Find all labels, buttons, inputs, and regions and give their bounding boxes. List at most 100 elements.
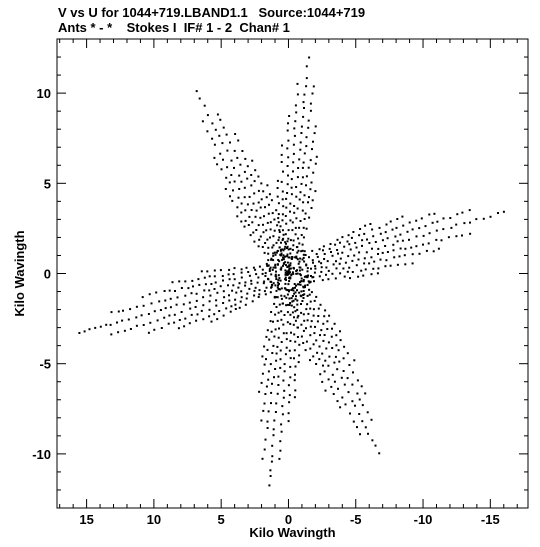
uv-point — [302, 297, 305, 299]
uv-point — [203, 276, 206, 279]
uv-point — [349, 277, 351, 280]
uv-point — [198, 283, 201, 286]
uv-point — [227, 273, 230, 276]
uv-point — [342, 357, 345, 360]
uv-point — [155, 291, 158, 294]
uv-point — [294, 104, 297, 107]
uv-point — [272, 235, 275, 238]
uv-point — [278, 303, 281, 306]
uv-point — [287, 122, 289, 125]
uv-point — [286, 129, 289, 132]
x-tick-label: -10 — [414, 512, 433, 527]
uv-point — [281, 229, 284, 232]
uv-point — [216, 163, 219, 166]
uv-point — [287, 273, 290, 275]
uv-point — [228, 268, 231, 271]
uv-point — [341, 251, 344, 254]
uv-point — [289, 313, 292, 316]
uv-point — [272, 244, 275, 247]
uv-point — [287, 269, 290, 272]
uv-point — [285, 296, 288, 299]
uv-point — [366, 411, 369, 414]
uv-point — [225, 176, 228, 179]
uv-point — [325, 347, 328, 350]
uv-point — [300, 280, 303, 283]
uv-point — [269, 236, 271, 239]
uv-point — [222, 158, 224, 161]
uv-point — [129, 308, 132, 311]
uv-point — [370, 418, 373, 421]
uv-point — [276, 281, 279, 284]
uv-point — [285, 206, 288, 209]
uv-point — [289, 322, 292, 325]
uv-point — [282, 258, 285, 261]
uv-point — [315, 155, 318, 158]
uv-point — [289, 202, 292, 205]
uv-point — [164, 307, 167, 310]
uv-point — [299, 274, 302, 277]
uv-point — [319, 334, 321, 337]
uv-point — [323, 253, 326, 255]
uv-point — [372, 267, 375, 270]
uv-point — [342, 370, 345, 372]
uv-point — [349, 248, 352, 251]
uv-point — [282, 249, 285, 252]
uv-point — [389, 264, 392, 267]
uv-point — [257, 201, 260, 204]
uv-point — [291, 256, 294, 259]
uv-point — [319, 303, 322, 306]
uv-point — [279, 449, 282, 452]
uv-point — [334, 243, 337, 246]
uv-point — [299, 220, 302, 222]
uv-point — [315, 363, 318, 365]
uv-point — [213, 313, 216, 316]
uv-point — [150, 302, 153, 305]
uv-point — [285, 288, 288, 291]
uv-point — [251, 300, 254, 303]
uv-point — [352, 231, 355, 233]
uv-point — [302, 290, 305, 292]
uv-point — [381, 239, 384, 242]
uv-point — [287, 237, 290, 240]
uv-point — [296, 316, 299, 319]
uv-point — [310, 320, 313, 323]
uv-point — [275, 278, 278, 280]
uv-point — [307, 201, 309, 204]
uv-point — [298, 226, 301, 229]
uv-point — [322, 249, 324, 252]
uv-point — [250, 209, 253, 211]
uv-point — [265, 286, 268, 289]
uv-point — [292, 299, 295, 302]
uv-point — [215, 299, 218, 302]
uv-point — [309, 280, 312, 283]
uv-point — [299, 273, 302, 276]
uv-point — [244, 284, 247, 287]
uv-point — [330, 251, 332, 253]
uv-point — [222, 314, 225, 317]
uv-point — [282, 302, 284, 305]
uv-point — [287, 283, 290, 286]
uv-point — [280, 297, 283, 300]
uv-point — [286, 266, 289, 268]
uv-point — [290, 274, 293, 277]
uv-point — [261, 372, 264, 375]
uv-point — [356, 426, 358, 429]
uv-point — [301, 268, 304, 271]
uv-point — [294, 340, 297, 343]
uv-point — [289, 302, 292, 304]
uv-point — [240, 290, 243, 293]
uv-point — [396, 263, 399, 266]
uv-point — [254, 268, 257, 271]
uv-point — [229, 141, 231, 144]
uv-point — [234, 298, 237, 301]
uv-point — [341, 236, 344, 239]
uv-point — [455, 235, 458, 238]
uv-point — [254, 169, 257, 172]
uv-point — [109, 323, 112, 326]
uv-point — [256, 281, 259, 284]
uv-point — [250, 184, 253, 187]
uv-point — [255, 209, 258, 212]
uv-point — [289, 262, 292, 265]
uv-point — [300, 323, 303, 326]
uv-point — [265, 385, 268, 388]
